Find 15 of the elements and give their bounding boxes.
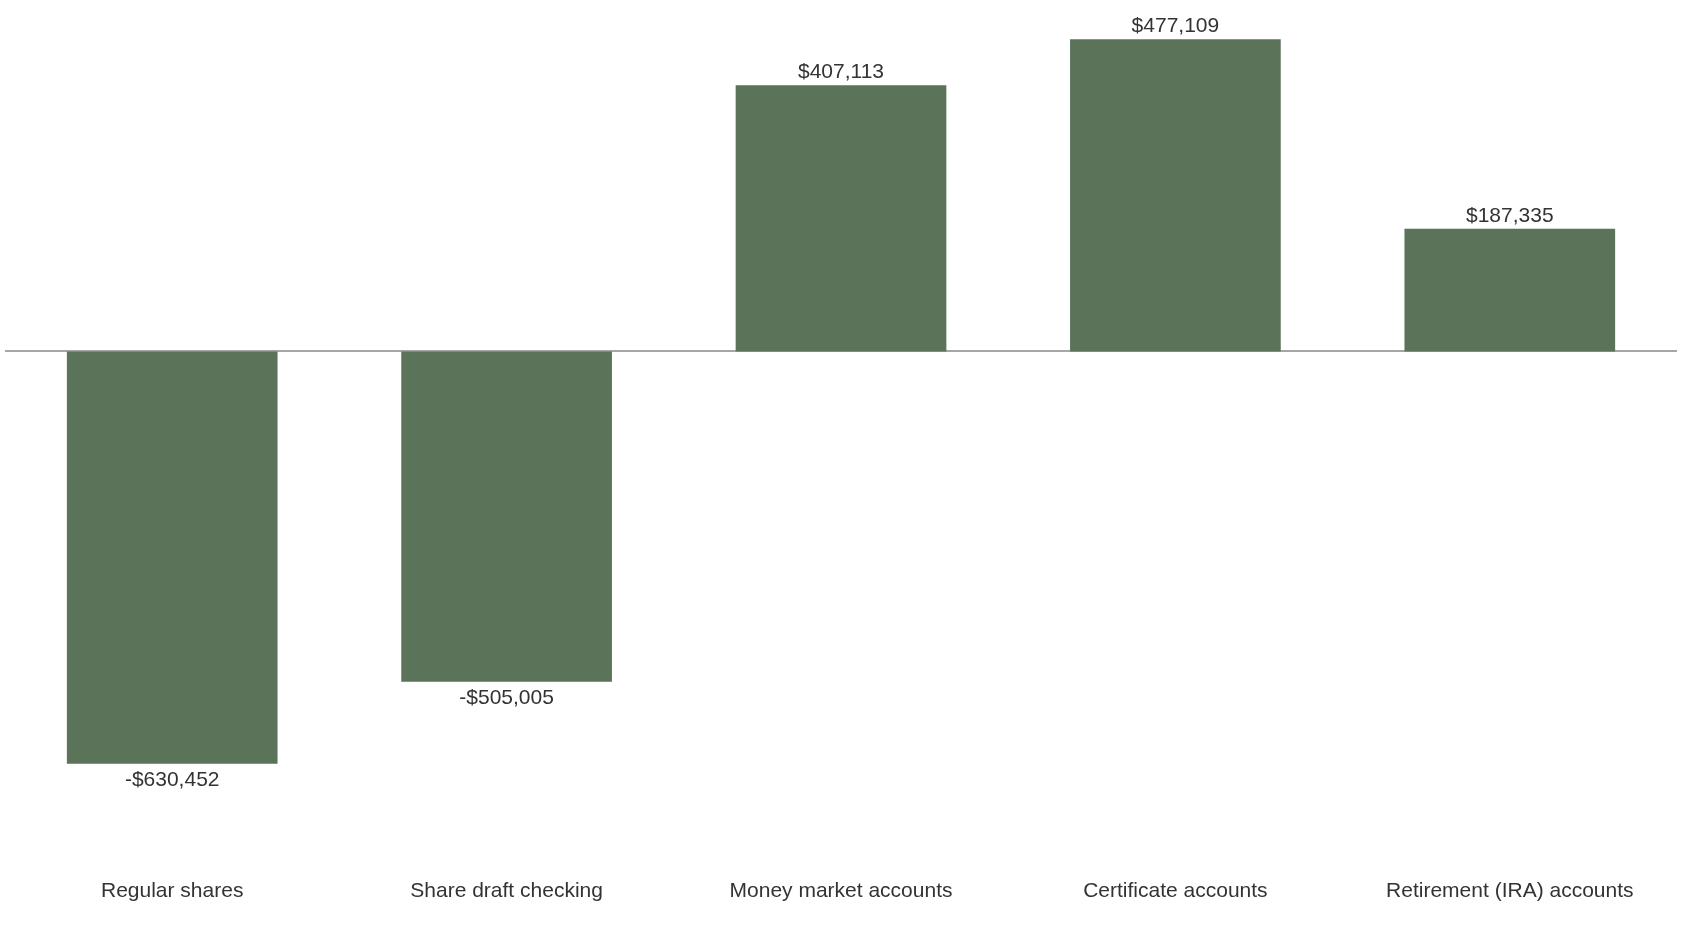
data-label: -$505,005 bbox=[459, 684, 554, 708]
bar bbox=[1070, 39, 1281, 352]
data-label: -$630,452 bbox=[124, 766, 220, 790]
data-label: $187,335 bbox=[1466, 202, 1554, 226]
x-tick-label: Certificate accounts bbox=[1083, 878, 1268, 901]
x-tick-label: Money market accounts bbox=[729, 878, 953, 901]
data-label: $407,113 bbox=[797, 59, 885, 83]
x-tick-label: Retirement (IRA) accounts bbox=[1386, 878, 1634, 901]
bar bbox=[401, 351, 612, 682]
bar bbox=[66, 351, 278, 764]
bar bbox=[735, 85, 947, 352]
bar bbox=[1404, 228, 1616, 352]
data-label: $477,109 bbox=[1131, 13, 1220, 37]
x-tick-label: Share draft checking bbox=[410, 878, 603, 901]
x-tick-label: Regular shares bbox=[101, 878, 244, 901]
